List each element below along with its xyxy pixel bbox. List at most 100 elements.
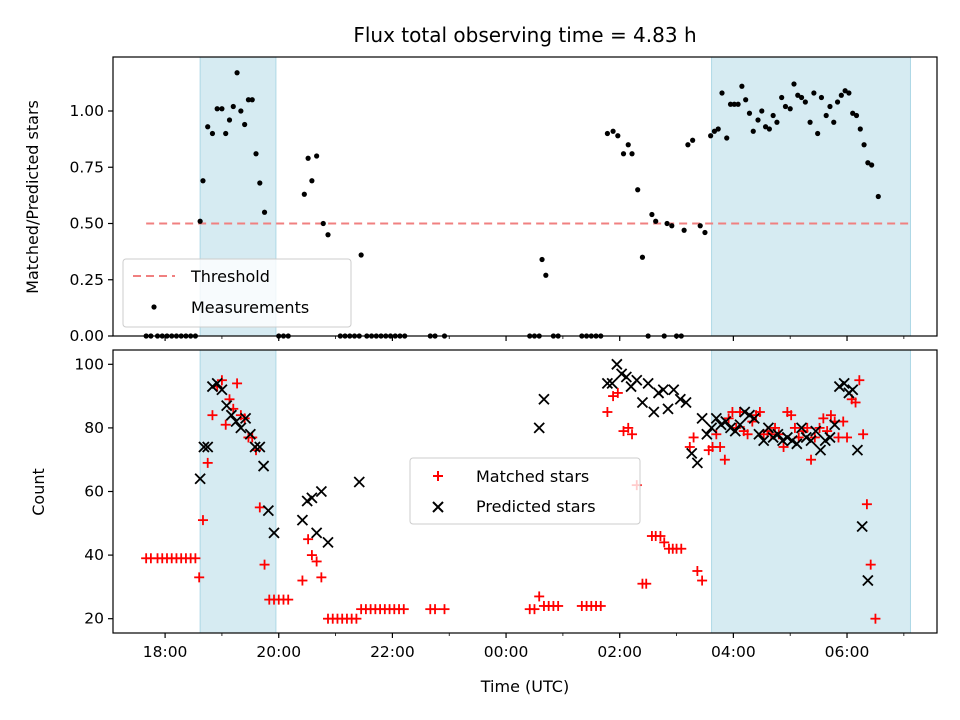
matched-star-point [351, 613, 362, 624]
x-tick-label-0: 18:00 [143, 643, 188, 661]
predicted-star-point [322, 536, 334, 549]
matched-star-point [627, 429, 638, 440]
predicted-star-point [710, 412, 722, 425]
matched-star-point [612, 387, 623, 398]
top-y-tick-label-3: 0.75 [69, 158, 104, 176]
predicted-star-point [696, 412, 708, 425]
matched-star-point [529, 604, 540, 615]
matched-star-point [316, 572, 327, 583]
measurement-point [253, 151, 259, 157]
predicted-star-point [810, 425, 822, 437]
bottom-y-tick-label-0: 20 [84, 610, 104, 628]
measurement-point [735, 101, 741, 107]
matched-star-point [254, 502, 265, 513]
measurement-point [653, 218, 659, 224]
predicted-star-point [814, 444, 827, 456]
matched-star-point [216, 375, 227, 386]
measurement-point [314, 153, 320, 159]
measurement-point [219, 106, 225, 112]
measurement-point [719, 90, 725, 96]
bottom-panel: 20 40 60 80 100 18:00 20:00 22:00 00:00 02:00 04:… [29, 349, 938, 696]
bottom-legend: Matched stars Predicted stars [409, 457, 641, 525]
matched-star-point [754, 407, 765, 418]
predicted-star-point [606, 377, 618, 390]
matched-star-point [534, 591, 545, 602]
predicted-star-point [686, 447, 698, 459]
measurement-point [664, 220, 670, 227]
measurement-point [795, 92, 801, 98]
predicted-star-point [748, 412, 760, 425]
matched-star-point [854, 375, 865, 386]
matched-star-point [190, 553, 201, 564]
measurement-point [798, 94, 805, 101]
matched-star-point [311, 556, 322, 567]
measurement-point [750, 128, 756, 134]
matched-star-point [806, 454, 817, 465]
predicted-star-point [720, 415, 732, 428]
top-y-tick-label-2: 0.50 [69, 215, 104, 233]
measurement-point [261, 209, 268, 215]
predicted-stars-series [194, 358, 874, 587]
x-tick-label-6: 06:00 [825, 643, 870, 661]
bottom-y-tick-label-1: 40 [84, 546, 104, 564]
legend-matched-label: Matched stars [476, 467, 589, 486]
measurement-point [615, 133, 621, 139]
bottom-legend-box [409, 457, 641, 525]
matched-star-point [786, 410, 797, 421]
measurement-point [762, 124, 769, 130]
predicted-star-point [211, 377, 223, 390]
matched-star-point [697, 575, 708, 586]
predicted-star-point [829, 419, 841, 431]
matched-star-point [398, 604, 409, 615]
measurement-point [715, 126, 721, 132]
x-tick-label-5: 04:00 [711, 643, 756, 661]
measurement-point [827, 103, 833, 110]
measurement-point [257, 180, 263, 186]
matched-stars-series [141, 375, 881, 624]
measurement-point [770, 112, 776, 119]
matched-star-point [850, 397, 861, 408]
predicted-star-point [268, 527, 280, 539]
predicted-star-point [762, 422, 775, 434]
predicted-star-point [691, 457, 704, 469]
matched-star-point [202, 457, 213, 468]
measurement-point [305, 155, 311, 161]
matched-star-point [439, 604, 450, 615]
predicted-star-point [662, 403, 674, 415]
matched-star-point [865, 559, 876, 570]
bottom-y-axis-label: Count [29, 468, 48, 516]
measurement-point [223, 130, 229, 137]
matched-star-point [247, 432, 258, 443]
predicted-star-point [631, 374, 643, 386]
bottom-observing-windows [199, 349, 911, 634]
predicted-star-point [805, 434, 817, 447]
measurement-point [815, 130, 821, 137]
measurement-point [743, 97, 749, 103]
matched-star-point [742, 429, 753, 440]
measurement-point [857, 126, 863, 132]
matched-star-point [838, 416, 849, 427]
predicted-star-point [838, 377, 850, 390]
matched-star-point [595, 600, 606, 611]
predicted-star-point [244, 428, 256, 440]
measurement-point [853, 112, 860, 119]
measurement-point [811, 90, 817, 96]
predicted-star-point [795, 422, 808, 434]
predicted-star-point [296, 514, 309, 526]
measurement-point [620, 151, 627, 157]
top-panel: 0.00 0.25 0.50 0.75 1.00 Matched/Predicted s… [23, 56, 938, 345]
top-legend: Threshold Measurements [122, 258, 352, 328]
predicted-star-point [611, 358, 623, 370]
measurement-point [539, 256, 545, 263]
measurement-point [234, 70, 240, 76]
matched-star-point [833, 432, 844, 443]
measurement-point [846, 90, 852, 96]
measurement-point [842, 88, 848, 94]
measurement-point [230, 103, 236, 110]
top-plot-frame [112, 56, 938, 337]
matched-star-point [306, 550, 317, 561]
predicted-star-point [230, 415, 242, 428]
matched-star-point [259, 559, 270, 570]
predicted-star-point [254, 441, 266, 453]
bottom-y-ticks: 20 40 60 80 100 [74, 355, 113, 628]
